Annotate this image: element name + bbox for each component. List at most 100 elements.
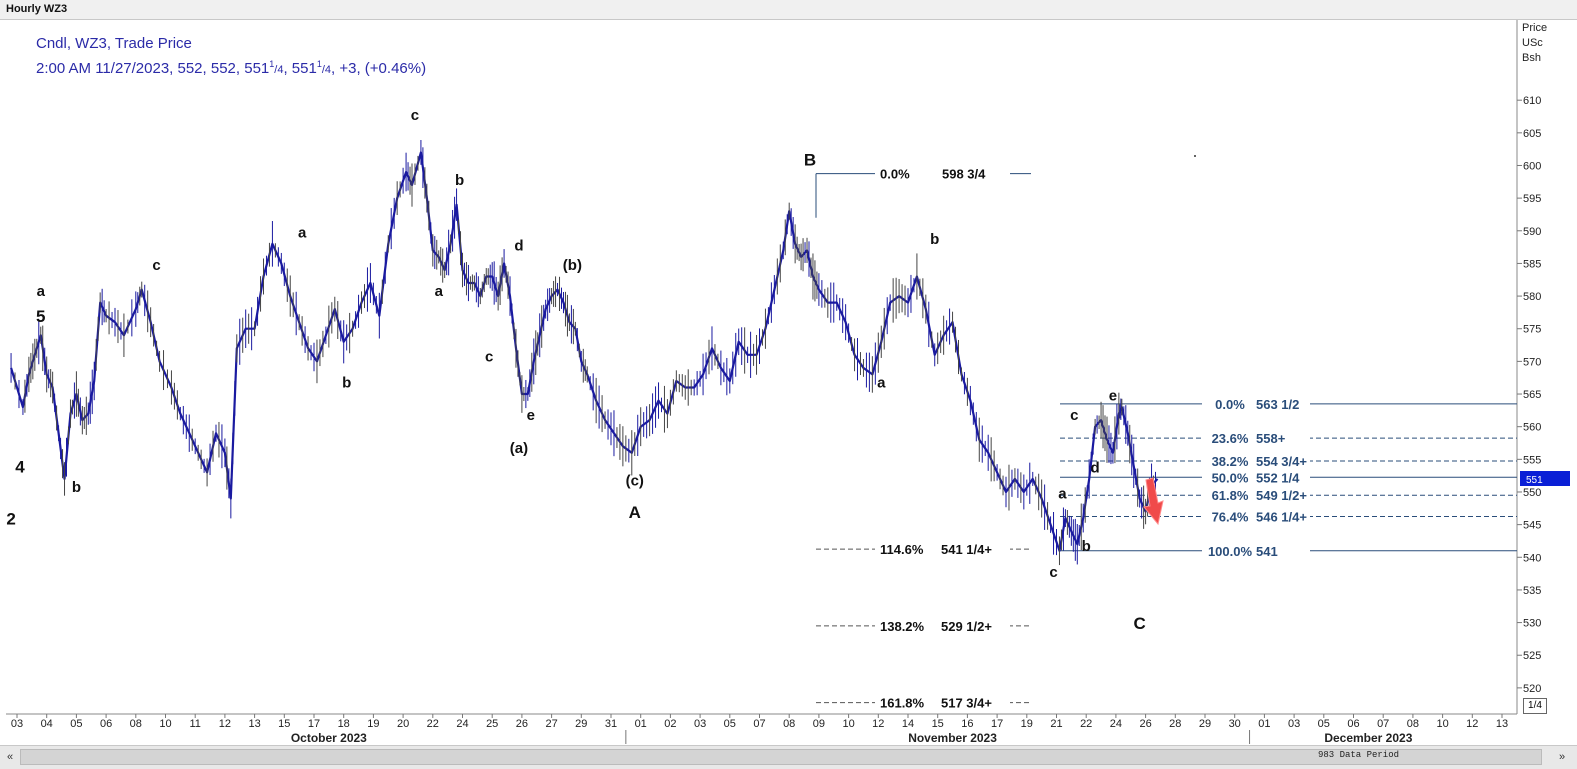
x-tick-label: 01 [1258,718,1270,730]
x-tick-label: 24 [1110,718,1122,730]
x-tick-label: 24 [456,718,468,730]
data-period-label: 983 Data Period [1318,750,1400,760]
fib-level-pct: 61.8% [1212,488,1249,503]
y-tick-label: 530 [1523,618,1541,630]
x-tick-label: 10 [159,718,171,730]
wave-label: c [152,257,160,274]
wave-label: B [804,150,816,169]
fib-label-bg [1202,395,1310,411]
y-tick-label: 540 [1523,552,1541,564]
y-tick-label: 610 [1523,95,1541,107]
wave-label: C [1134,614,1146,633]
y-tick-label: 585 [1523,258,1541,270]
current-price-box [1520,471,1570,486]
x-tick-label: 11 [189,718,200,730]
fib-ext-pct: 161.8% [880,696,925,711]
x-tick-label: 06 [100,718,112,730]
x-tick-label: 19 [1021,718,1033,730]
wave-label: c [1070,407,1078,424]
fib-ext-label-bg [875,616,1010,633]
wave-label: e [1109,388,1117,405]
fibonacci-levels: 0.0% 563 1/2 23.6% 558+ 38.2% 554 3/4+ 50.0% 55… [815,164,1517,711]
current-price-value: 551 [1526,475,1543,486]
price-line [10,151,1159,552]
x-tick-label: 08 [130,718,142,730]
wave-label: a [1058,486,1067,503]
x-tick-label: 06 [1347,718,1359,730]
wave-label: d [1091,459,1100,476]
time-scrollbar[interactable]: « 983 Data Period » [0,745,1577,769]
fib-level-pct: 0.0% [1215,397,1245,412]
wave-label: c [411,107,419,124]
price-chart[interactable]: 0.0% 563 1/223.6% 558+38.2% 554 3/4+50.0% 55… [0,0,1577,745]
x-tick-label: 09 [813,718,825,730]
down-arrow-icon [1143,477,1164,526]
fib-level-value: 563 1/2 [1256,397,1299,412]
fib-level-pct: 100.0% [1208,544,1253,559]
wave-label: a [37,283,46,300]
x-tick-label: 03 [11,718,23,730]
x-tick-label: 12 [872,718,884,730]
y-axis-unit-bsh: Bsh [1522,52,1541,64]
series-values-mid: , 551 [283,60,317,77]
y-tick-label: 555 [1523,454,1541,466]
wave-label: b [342,375,351,392]
y-tick-label: 600 [1523,160,1541,172]
frac-den-1: /4 [274,64,284,76]
month-label: December 2023 [1324,731,1412,745]
fib-level-value: 549 1/2+ [1256,488,1307,503]
wave-label: e [527,407,535,424]
wave-label: A [629,503,641,522]
x-tick-label: 22 [1080,718,1092,730]
wave-label: d [514,237,523,254]
series-values-pre: 2:00 AM 11/27/2023, 552, 552, 551 [36,60,270,77]
fib-label-bg [1202,487,1310,503]
fib-ext-label-bg [875,164,1010,181]
series-name: Cndl, WZ3, Trade Price [36,35,192,52]
x-tick-label: 12 [1466,718,1478,730]
x-tick-label: 05 [70,718,82,730]
wave-label: (b) [563,257,582,274]
wave-label: (a) [510,440,528,457]
x-tick-label: 03 [1288,718,1300,730]
x-tick-label: 15 [278,718,290,730]
series-values-post: , +3, (+0.46%) [331,60,427,77]
x-tick-label: 16 [961,718,973,730]
wave-label: c [485,348,493,365]
fib-ext-label-bg [875,693,1010,710]
frac-num-1: 1 [269,59,275,69]
price-series [10,140,1159,566]
wave-label: 2 [6,510,15,529]
scroll-left-icon[interactable]: « [6,751,14,763]
fib-ext-value: 541 1/4+ [941,542,992,557]
fraction-format-box[interactable]: 1/4 [1523,698,1547,714]
window-titlebar: Hourly WZ3 [0,0,1577,20]
x-tick-label: 29 [575,718,587,730]
month-label: October 2023 [291,731,367,745]
scroll-right-icon[interactable]: » [1558,751,1566,763]
fib-level-value: 558+ [1256,431,1286,446]
x-tick-label: 20 [397,718,409,730]
fib-level-value: 554 3/4+ [1256,454,1307,469]
fib-ext-label-bg [875,540,1010,557]
x-tick-label: 12 [219,718,231,730]
scroll-track[interactable] [20,749,1542,765]
fib-ext-value: 517 3/4+ [941,696,992,711]
y-axis-unit-usc: USc [1522,37,1543,49]
y-tick-label: 565 [1523,389,1541,401]
x-tick-label: 14 [902,718,914,730]
y-tick-label: 570 [1523,356,1541,368]
x-tick-label: 13 [1496,718,1508,730]
x-tick-label: 29 [1199,718,1211,730]
fib-level-pct: 76.4% [1212,509,1249,524]
wave-label: c [1049,564,1057,581]
series-info-header: Cndl, WZ3, Trade Price 2:00 AM 11/27/202… [36,34,426,80]
fib-ext-pct: 0.0% [880,167,910,182]
wave-label: a [877,375,886,392]
x-tick-label: 08 [1407,718,1419,730]
x-tick-label: 07 [1377,718,1389,730]
y-tick-label: 595 [1523,193,1541,205]
fib-ext-value: 529 1/2+ [941,619,992,634]
y-tick-label: 560 [1523,422,1541,434]
x-tick-label: 13 [248,718,260,730]
